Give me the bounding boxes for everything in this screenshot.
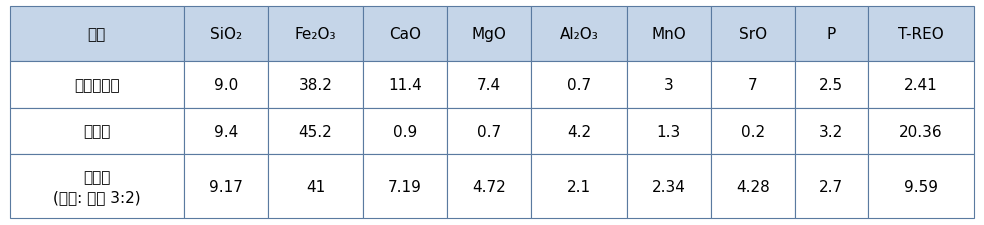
Text: 0.9: 0.9 xyxy=(393,124,417,139)
Text: 2.1: 2.1 xyxy=(567,179,591,194)
Text: Fe₂O₃: Fe₂O₃ xyxy=(294,27,337,42)
Text: SrO: SrO xyxy=(739,27,767,42)
Text: 4.72: 4.72 xyxy=(472,179,506,194)
Bar xyxy=(531,7,627,62)
Bar xyxy=(184,7,268,62)
Text: 2.41: 2.41 xyxy=(904,78,938,92)
Bar xyxy=(710,108,795,155)
Text: 0.7: 0.7 xyxy=(477,124,501,139)
Text: 3: 3 xyxy=(664,78,673,92)
Bar xyxy=(447,62,531,108)
Bar xyxy=(627,62,710,108)
Text: 4.2: 4.2 xyxy=(567,124,591,139)
Bar xyxy=(710,7,795,62)
Bar xyxy=(363,7,447,62)
Bar xyxy=(710,62,795,108)
Text: 41: 41 xyxy=(306,179,325,194)
Text: Al₂O₃: Al₂O₃ xyxy=(560,27,598,42)
Text: CaO: CaO xyxy=(389,27,421,42)
Text: 호주광: 호주광 xyxy=(83,124,110,139)
Bar xyxy=(531,62,627,108)
Bar xyxy=(268,155,363,218)
Text: 38.2: 38.2 xyxy=(298,78,333,92)
Text: 0.2: 0.2 xyxy=(741,124,765,139)
Bar xyxy=(795,7,868,62)
Bar xyxy=(268,108,363,155)
Text: 9.0: 9.0 xyxy=(214,78,238,92)
Text: 2.7: 2.7 xyxy=(819,179,843,194)
Text: SiO₂: SiO₂ xyxy=(210,27,242,42)
Text: MnO: MnO xyxy=(651,27,686,42)
Text: 혼합광
(홍천: 호주 3:2): 혼합광 (홍천: 호주 3:2) xyxy=(53,169,141,204)
Bar xyxy=(184,62,268,108)
Bar xyxy=(268,7,363,62)
Text: 4.28: 4.28 xyxy=(736,179,769,194)
Text: 1.3: 1.3 xyxy=(656,124,681,139)
Bar xyxy=(268,62,363,108)
Text: T-REO: T-REO xyxy=(898,27,944,42)
Bar xyxy=(531,155,627,218)
Bar xyxy=(447,108,531,155)
Bar xyxy=(184,108,268,155)
Bar xyxy=(363,108,447,155)
Text: 3.2: 3.2 xyxy=(819,124,843,139)
Bar xyxy=(795,108,868,155)
Bar xyxy=(868,7,974,62)
Text: 2.5: 2.5 xyxy=(819,78,843,92)
Text: 0.7: 0.7 xyxy=(567,78,591,92)
Text: 2.34: 2.34 xyxy=(651,179,686,194)
Bar xyxy=(10,7,184,62)
Bar xyxy=(363,155,447,218)
Bar xyxy=(184,155,268,218)
Text: 11.4: 11.4 xyxy=(389,78,422,92)
Text: 7.19: 7.19 xyxy=(388,179,422,194)
Text: 7: 7 xyxy=(748,78,758,92)
Bar xyxy=(531,108,627,155)
Text: 45.2: 45.2 xyxy=(298,124,333,139)
Bar xyxy=(795,62,868,108)
Text: 9.59: 9.59 xyxy=(904,179,938,194)
Text: 7.4: 7.4 xyxy=(477,78,501,92)
Bar xyxy=(10,62,184,108)
Bar xyxy=(10,155,184,218)
Bar xyxy=(447,155,531,218)
Bar xyxy=(795,155,868,218)
Text: MgO: MgO xyxy=(471,27,507,42)
Bar xyxy=(868,62,974,108)
Text: 9.4: 9.4 xyxy=(214,124,238,139)
Bar xyxy=(363,62,447,108)
Bar xyxy=(10,108,184,155)
Text: 구분: 구분 xyxy=(88,27,106,42)
Text: 20.36: 20.36 xyxy=(899,124,943,139)
Bar xyxy=(627,7,710,62)
Bar xyxy=(868,155,974,218)
Text: 9.17: 9.17 xyxy=(209,179,243,194)
Bar xyxy=(710,155,795,218)
Text: P: P xyxy=(827,27,835,42)
Bar xyxy=(627,108,710,155)
Bar xyxy=(868,108,974,155)
Text: 홍천자철광: 홍천자철광 xyxy=(74,78,119,92)
Bar xyxy=(627,155,710,218)
Bar xyxy=(447,7,531,62)
